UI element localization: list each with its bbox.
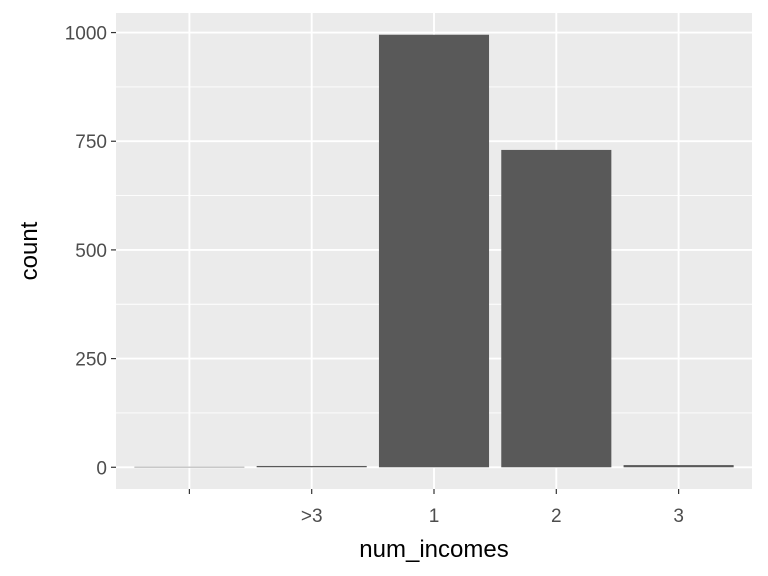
x-axis-title: num_incomes (359, 536, 508, 563)
bar (623, 465, 734, 468)
bar (134, 466, 245, 468)
y-tick-label: 250 (75, 350, 107, 371)
x-tick-label: 1 (429, 506, 440, 527)
bar (501, 149, 612, 468)
bars (134, 34, 734, 468)
x-tick-label: 2 (551, 506, 562, 527)
x-tick-label: >3 (301, 506, 323, 527)
x-tick-label: 3 (673, 506, 684, 527)
y-axis-title: count (16, 221, 43, 280)
y-tick-label: 500 (75, 241, 107, 262)
y-axis: 0 250 500 750 1000 (65, 24, 116, 479)
y-tick-label: 750 (75, 132, 107, 153)
bar (378, 34, 490, 468)
x-axis: >3 1 2 3 (188, 489, 684, 527)
y-tick-label: 1000 (65, 24, 107, 45)
y-tick-label: 0 (96, 458, 107, 479)
bar (256, 465, 367, 468)
